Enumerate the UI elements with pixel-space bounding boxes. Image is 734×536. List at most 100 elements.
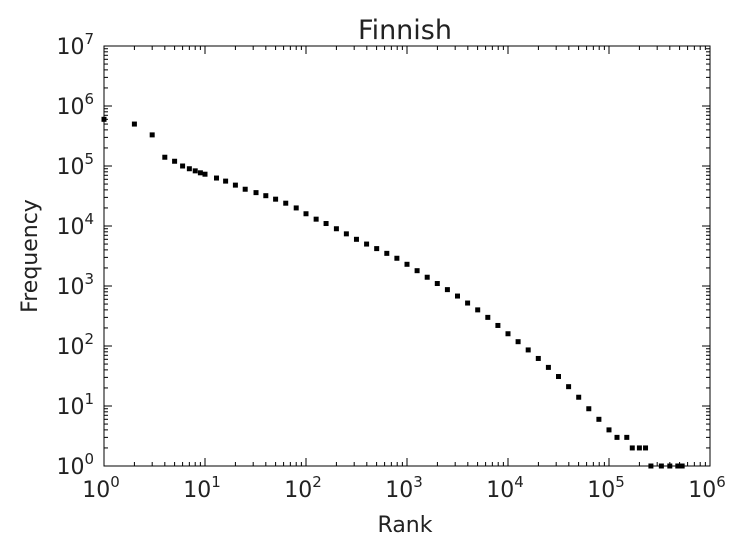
tick-label-base: 10 xyxy=(56,395,84,420)
data-point xyxy=(404,261,410,267)
chart-title: Finnish xyxy=(358,15,452,46)
tick-label-exponent: 0 xyxy=(110,473,120,491)
tick-label-base: 10 xyxy=(56,215,84,240)
y-tick-label: 107 xyxy=(56,30,94,60)
x-tick-label: 106 xyxy=(688,473,726,503)
data-point xyxy=(343,231,349,237)
data-point xyxy=(566,384,572,390)
data-point xyxy=(495,322,501,328)
data-point xyxy=(186,166,192,172)
tick-label-exponent: 4 xyxy=(84,210,94,228)
data-point xyxy=(596,416,602,422)
tick-label-exponent: 3 xyxy=(413,473,423,491)
data-point xyxy=(606,427,612,433)
tick-label-base: 10 xyxy=(587,478,615,503)
data-point xyxy=(202,171,208,177)
y-tick-label: 106 xyxy=(56,90,94,120)
data-point xyxy=(545,364,551,370)
data-point xyxy=(434,281,440,287)
tick-label-exponent: 6 xyxy=(84,90,94,108)
tick-label-exponent: 6 xyxy=(716,473,726,491)
tick-label-exponent: 0 xyxy=(84,450,94,468)
y-tick-label: 103 xyxy=(56,270,94,300)
data-point xyxy=(525,347,531,353)
data-point xyxy=(465,300,471,306)
data-point xyxy=(162,154,168,160)
plot-frame xyxy=(103,45,711,467)
tick-label-base: 10 xyxy=(56,455,84,480)
tick-label-base: 10 xyxy=(688,478,716,503)
tick-label-base: 10 xyxy=(486,478,514,503)
data-point xyxy=(303,211,309,217)
data-point xyxy=(444,287,450,293)
data-point xyxy=(576,394,582,400)
data-point xyxy=(353,236,359,242)
data-point xyxy=(313,216,319,222)
data-point xyxy=(172,158,178,164)
x-tick-label: 101 xyxy=(183,473,221,503)
data-point xyxy=(192,168,198,174)
data-point xyxy=(454,293,460,299)
tick-label-exponent: 1 xyxy=(84,390,94,408)
x-axis-label: Rank xyxy=(378,513,433,536)
data-point xyxy=(253,190,259,196)
x-tick-label: 100 xyxy=(82,473,120,503)
tick-label-exponent: 2 xyxy=(312,473,322,491)
data-points xyxy=(101,116,685,469)
tick-label-exponent: 5 xyxy=(615,473,625,491)
tick-label-exponent: 4 xyxy=(514,473,524,491)
data-point xyxy=(515,339,521,345)
tick-label-base: 10 xyxy=(82,478,110,503)
data-point xyxy=(556,374,562,380)
data-point xyxy=(384,250,390,256)
x-axis: 100 101 102 103 104 105 106 xyxy=(82,46,726,503)
data-point xyxy=(475,307,481,313)
y-tick-label: 105 xyxy=(56,150,94,180)
data-point xyxy=(149,132,155,138)
data-point xyxy=(333,226,339,232)
data-point xyxy=(374,246,380,252)
data-point xyxy=(232,182,238,188)
x-tick-label: 102 xyxy=(284,473,322,503)
data-point xyxy=(283,200,289,206)
y-tick-label: 102 xyxy=(56,330,94,360)
data-point xyxy=(242,186,248,192)
tick-label-exponent: 7 xyxy=(84,30,94,48)
tick-label-base: 10 xyxy=(56,35,84,60)
y-tick-label: 101 xyxy=(56,390,94,420)
tick-label-exponent: 3 xyxy=(84,270,94,288)
tick-label-exponent: 1 xyxy=(211,473,221,491)
data-point xyxy=(629,445,635,451)
data-point xyxy=(485,314,491,320)
tick-label-base: 10 xyxy=(56,275,84,300)
data-point xyxy=(214,175,220,181)
data-point xyxy=(323,221,329,227)
tick-label-base: 10 xyxy=(183,478,211,503)
data-point xyxy=(535,355,541,361)
y-tick-label: 104 xyxy=(56,210,94,240)
data-point xyxy=(263,193,269,199)
data-point xyxy=(636,445,642,451)
plot-area: 100 101 102 103 104 105 106 100101102103104105… xyxy=(56,30,725,503)
y-tick-label: 100 xyxy=(56,450,94,480)
tick-label-base: 10 xyxy=(385,478,413,503)
x-tick-label: 103 xyxy=(385,473,423,503)
data-point xyxy=(364,241,370,247)
tick-label-exponent: 5 xyxy=(84,150,94,168)
data-point xyxy=(424,274,430,280)
tick-label-base: 10 xyxy=(56,155,84,180)
tick-label-base: 10 xyxy=(284,478,312,503)
data-point xyxy=(394,255,400,261)
tick-label-exponent: 2 xyxy=(84,330,94,348)
data-point xyxy=(505,331,511,337)
y-axis-label: Frequency xyxy=(18,199,43,313)
data-point xyxy=(293,205,299,211)
x-tick-label: 105 xyxy=(587,473,625,503)
data-point xyxy=(624,434,630,440)
tick-label-base: 10 xyxy=(56,95,84,120)
data-point xyxy=(614,434,620,440)
data-point xyxy=(197,170,203,176)
data-point xyxy=(131,121,137,127)
data-point xyxy=(586,406,592,412)
